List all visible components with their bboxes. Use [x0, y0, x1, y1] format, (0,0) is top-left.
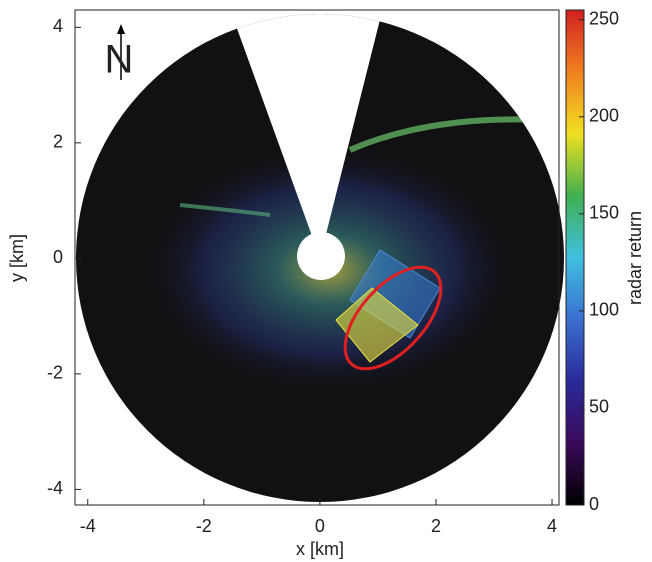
- x-axis-label: x [km]: [296, 539, 344, 559]
- colorbar: [565, 9, 585, 506]
- north-label: N: [105, 38, 134, 82]
- colorbar-tick-label: 100: [589, 300, 619, 320]
- y-tick-label: -2: [47, 363, 63, 383]
- x-tick-label: 2: [431, 516, 441, 536]
- colorbar-tick-label: 150: [589, 203, 619, 223]
- x-tick-label: 0: [315, 516, 325, 536]
- y-tick-label: 2: [53, 132, 63, 152]
- y-tick-label: 4: [53, 16, 63, 36]
- colorbar-tick-label: 200: [589, 106, 619, 126]
- radar-image: N: [76, 14, 564, 502]
- radar-echo: [348, 116, 546, 153]
- y-tick-label: -4: [47, 478, 63, 498]
- x-tick-label: -2: [196, 516, 212, 536]
- radar-echo: [179, 203, 271, 217]
- colorbar-tick-label: 0: [589, 494, 599, 514]
- north-arrowhead: [117, 24, 125, 34]
- blind-center: [297, 232, 345, 280]
- colorbar-tick-label: 250: [589, 8, 619, 28]
- red-ellipse: [343, 265, 443, 371]
- y-tick-label: 0: [53, 247, 63, 267]
- x-tick-label: 4: [547, 516, 557, 536]
- colorbar-tick-label: 50: [589, 397, 609, 417]
- y-axis-label: y [km]: [7, 234, 27, 282]
- colorbar-label: radar return: [625, 211, 645, 305]
- blue-region: [349, 249, 441, 339]
- x-tick-label: -4: [80, 516, 96, 536]
- yellow-region: [335, 287, 419, 363]
- axes-frame: [74, 9, 560, 506]
